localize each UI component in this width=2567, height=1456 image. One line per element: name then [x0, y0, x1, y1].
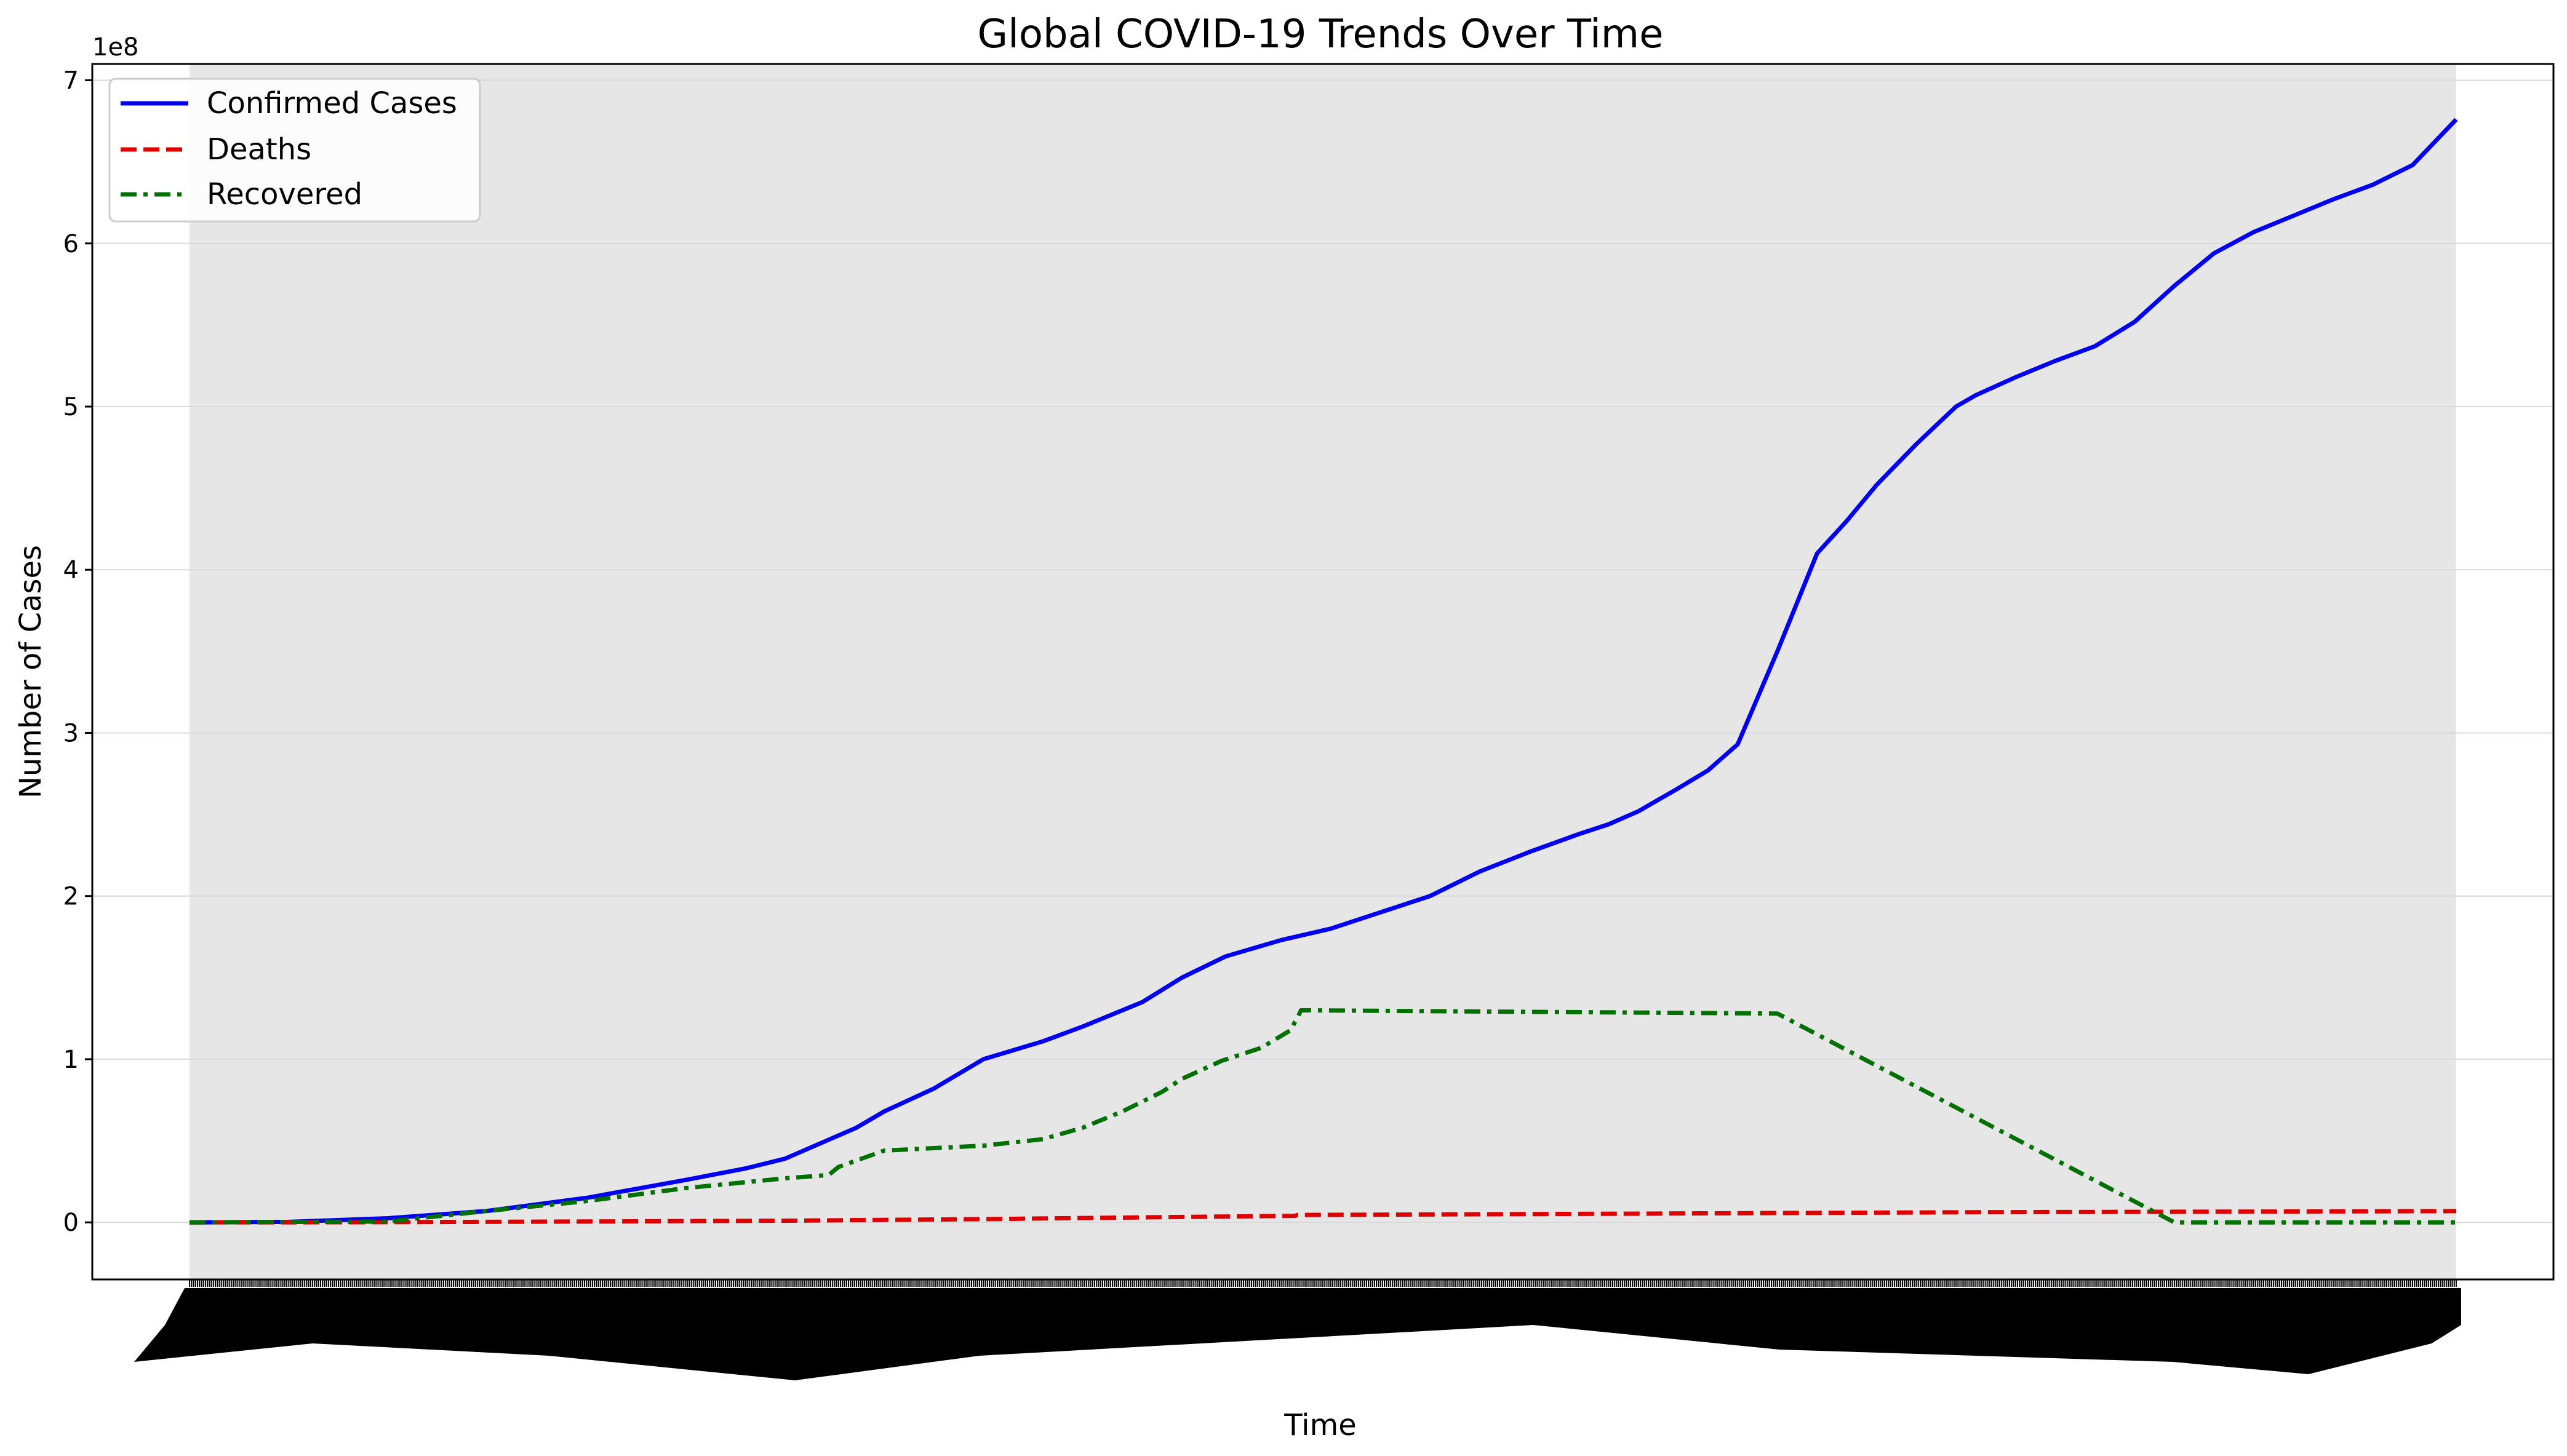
y-tick-label: 3 — [63, 719, 79, 747]
y-axis-ticks: 0 1 2 3 4 5 6 7 — [63, 67, 92, 1237]
x-axis-ticks — [189, 1279, 2457, 1287]
y-tick-label: 2 — [63, 883, 79, 911]
legend-label-confirmed: Confirmed Cases — [207, 86, 457, 121]
y-axis-label: Number of Cases — [14, 545, 48, 798]
horizontal-gridlines — [92, 79, 2553, 1223]
y-tick-label: 1 — [63, 1046, 79, 1074]
legend-label-deaths: Deaths — [207, 132, 311, 167]
legend: Confirmed Cases Deaths Recovered — [108, 78, 481, 223]
y-tick-label: 7 — [63, 67, 79, 95]
y-tick-label: 0 — [63, 1209, 79, 1237]
x-axis-tick-labels — [134, 1288, 2461, 1380]
y-axis-offset-label: 1e8 — [92, 33, 139, 62]
series-line-recovered — [190, 1008, 2456, 1225]
x-tick-marks — [189, 1279, 2457, 1287]
y-tick-label: 6 — [63, 230, 79, 258]
x-tick-label-band — [134, 1288, 2461, 1380]
chart-title: Global COVID-19 Trends Over Time — [978, 12, 1664, 57]
dense-tick-band — [190, 64, 2456, 1279]
series-line-deaths — [190, 1209, 2456, 1225]
legend-label-recovered: Recovered — [207, 177, 362, 212]
series-layer — [190, 117, 2458, 1225]
y-tick-label: 5 — [63, 393, 79, 421]
legend-frame — [108, 78, 481, 223]
x-axis-label: Time — [1284, 1408, 1356, 1442]
y-tick-label: 4 — [63, 556, 79, 584]
plot-area — [91, 63, 2555, 1281]
series-line-confirmed-cases — [190, 117, 2458, 1225]
